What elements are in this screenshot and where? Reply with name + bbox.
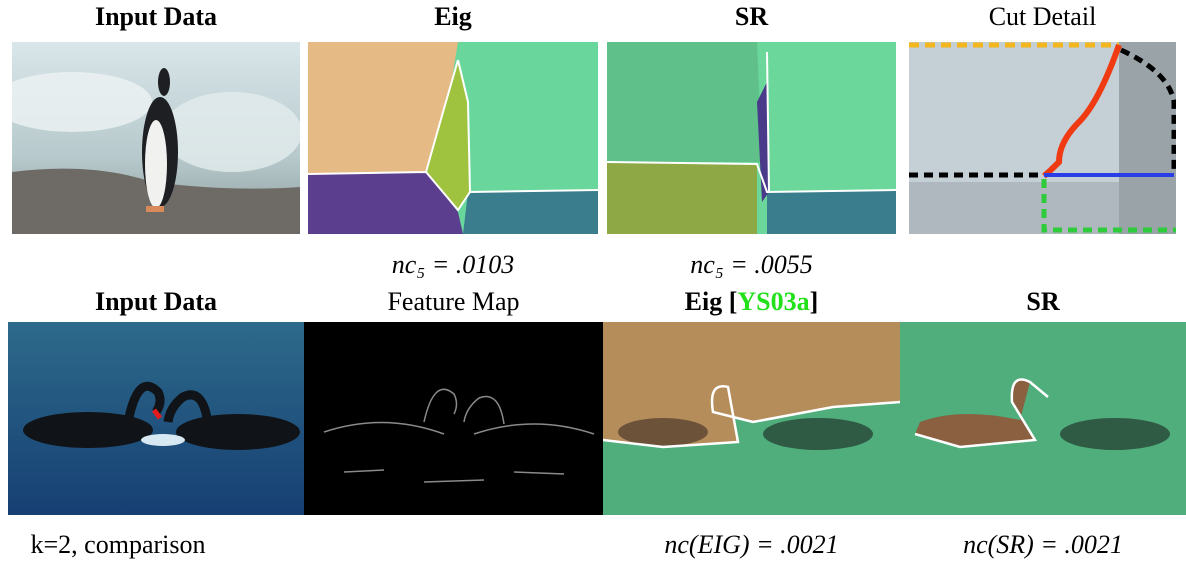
figure-caption: k=2, comparison: [8, 530, 228, 560]
panel-title: Eig: [308, 2, 598, 32]
eig-swan-segmentation: [603, 322, 900, 515]
citation-link[interactable]: YS03a: [737, 287, 809, 316]
panel-title: SR: [900, 287, 1186, 317]
panel-title: SR: [607, 2, 896, 32]
panel-title: Input Data: [12, 2, 300, 32]
panel-title: Cut Detail: [909, 2, 1176, 32]
title-part: Eig [: [685, 287, 738, 316]
title-part: ]: [810, 287, 819, 316]
cut-detail: [909, 42, 1176, 234]
sr-segmentation: [607, 42, 896, 234]
sr-swan-segmentation: [900, 322, 1186, 515]
ncut-caption: nc₅ = .0055: [607, 250, 896, 280]
penguin-image: [12, 42, 300, 234]
figure: Input Data Eig SR Cut Detail: [0, 0, 1186, 563]
feature-map: [304, 322, 603, 515]
panel-title: Input Data: [8, 287, 304, 317]
ncut-caption: nc(SR) = .0021: [900, 530, 1186, 560]
panel-title: Eig [YS03a]: [603, 287, 900, 317]
ncut-caption: nc₅ = .0103: [308, 250, 598, 280]
swan-image: [8, 322, 304, 515]
eig-segmentation: [308, 42, 598, 234]
panel-title: Feature Map: [304, 287, 603, 317]
ncut-caption: nc(EIG) = .0021: [603, 530, 900, 560]
